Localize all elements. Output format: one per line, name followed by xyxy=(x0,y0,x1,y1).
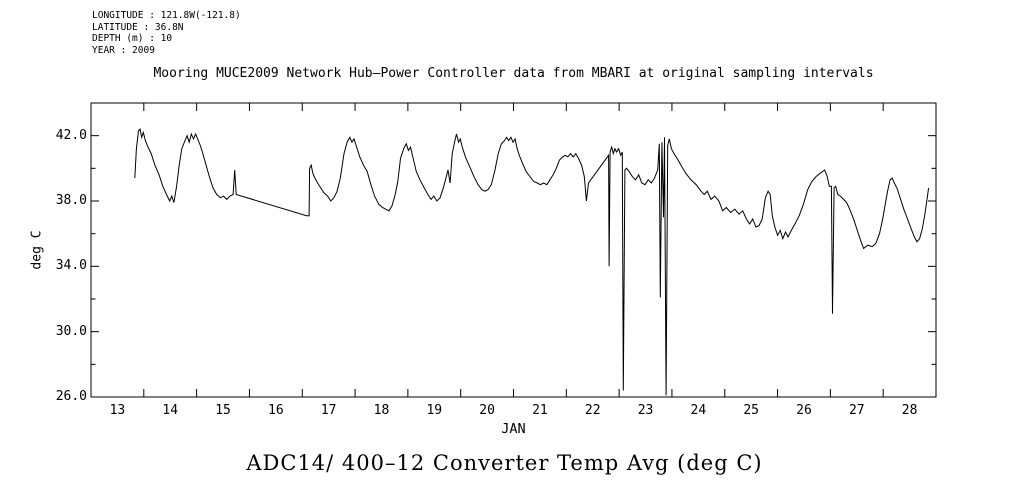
metadata-block: LONGITUDE : 121.8W(-121.8) LATITUDE : 36… xyxy=(92,10,241,56)
plot-title: Mooring MUCE2009 Network Hub–Power Contr… xyxy=(153,66,874,81)
y-tick-label-26.0: 26.0 xyxy=(55,389,87,404)
y-tick-label-42.0: 42.0 xyxy=(55,127,87,143)
x-tick-label-17: 17 xyxy=(320,403,337,418)
figure-caption: ADC14/ 400–12 Converter Temp Avg (deg C) xyxy=(246,451,763,475)
metadata-depth: DEPTH (m) : 10 xyxy=(92,33,173,44)
metadata-longitude: LONGITUDE : 121.8W(-121.8) xyxy=(92,10,241,21)
x-tick-label-15: 15 xyxy=(215,403,231,418)
x-tick-label-24: 24 xyxy=(690,403,707,418)
x-tick-label-22: 22 xyxy=(584,403,601,418)
x-axis-month-label: JAN xyxy=(501,421,526,437)
x-tick-label-20: 20 xyxy=(479,403,495,418)
x-tick-label-25: 25 xyxy=(743,403,759,418)
metadata-latitude: LATITUDE : 36.8N xyxy=(92,21,184,33)
temperature-series xyxy=(134,128,930,396)
x-tick-label-26: 26 xyxy=(796,403,812,418)
y-tick-label-34.0: 34.0 xyxy=(55,258,87,274)
x-tick-label-19: 19 xyxy=(426,403,443,418)
x-tick-label-14: 14 xyxy=(162,403,179,418)
y-tick-label-30.0: 30.0 xyxy=(55,323,87,339)
x-tick-label-27: 27 xyxy=(848,403,865,418)
metadata-year: YEAR : 2009 xyxy=(92,44,155,56)
x-tick-label-23: 23 xyxy=(637,403,654,418)
chart-frame xyxy=(90,102,937,398)
x-tick-label-21: 21 xyxy=(532,403,548,418)
x-tick-label-16: 16 xyxy=(268,403,284,418)
x-tick-label-18: 18 xyxy=(373,403,390,418)
x-tick-label-13: 13 xyxy=(109,403,126,418)
x-tick-label-28: 28 xyxy=(901,403,918,418)
y-tick-label-38.0: 38.0 xyxy=(55,193,87,208)
